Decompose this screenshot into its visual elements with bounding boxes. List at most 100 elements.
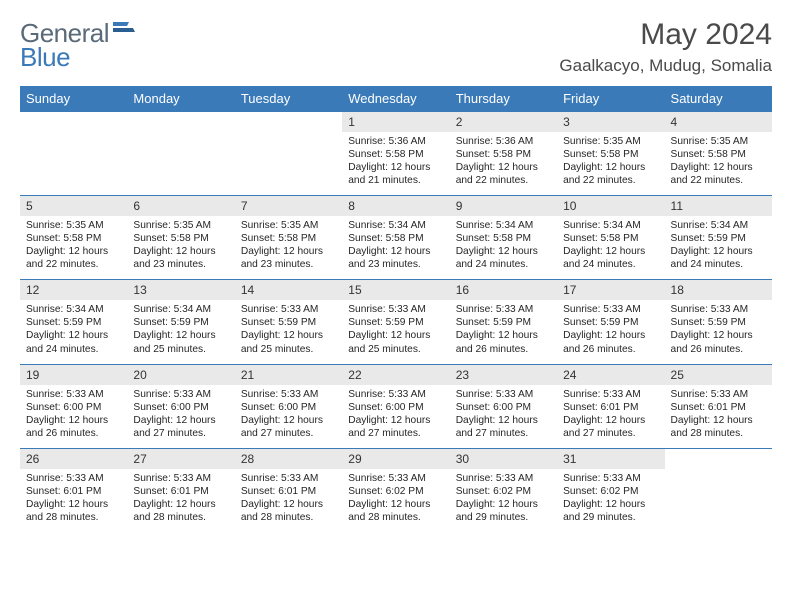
page-header: General May 2024 Gaalkacyo, Mudug, Somal…: [20, 18, 772, 76]
calendar-day-cell: 8Sunrise: 5:34 AMSunset: 5:58 PMDaylight…: [342, 196, 449, 280]
calendar-day-cell: 25Sunrise: 5:33 AMSunset: 6:01 PMDayligh…: [665, 364, 772, 448]
day-number: 7: [235, 196, 342, 216]
day-details: Sunrise: 5:33 AMSunset: 6:00 PMDaylight:…: [127, 385, 234, 448]
day-details: [665, 469, 772, 517]
day-number: 21: [235, 365, 342, 385]
calendar-day-cell: 20Sunrise: 5:33 AMSunset: 6:00 PMDayligh…: [127, 364, 234, 448]
calendar-body: 1Sunrise: 5:36 AMSunset: 5:58 PMDaylight…: [20, 112, 772, 532]
weekday-header: Monday: [127, 86, 234, 112]
day-number: 6: [127, 196, 234, 216]
day-details: Sunrise: 5:33 AMSunset: 6:01 PMDaylight:…: [235, 469, 342, 532]
day-number: 17: [557, 280, 664, 300]
calendar-day-cell: 7Sunrise: 5:35 AMSunset: 5:58 PMDaylight…: [235, 196, 342, 280]
calendar-day-cell: 17Sunrise: 5:33 AMSunset: 5:59 PMDayligh…: [557, 280, 664, 364]
day-details: Sunrise: 5:33 AMSunset: 5:59 PMDaylight:…: [342, 300, 449, 363]
day-details: Sunrise: 5:33 AMSunset: 6:02 PMDaylight:…: [450, 469, 557, 532]
day-details: Sunrise: 5:34 AMSunset: 5:59 PMDaylight:…: [665, 216, 772, 279]
weekday-header-row: Sunday Monday Tuesday Wednesday Thursday…: [20, 86, 772, 112]
day-details: Sunrise: 5:35 AMSunset: 5:58 PMDaylight:…: [20, 216, 127, 279]
day-details: Sunrise: 5:34 AMSunset: 5:59 PMDaylight:…: [127, 300, 234, 363]
day-number: 19: [20, 365, 127, 385]
day-number: 25: [665, 365, 772, 385]
weekday-header: Wednesday: [342, 86, 449, 112]
day-number: 27: [127, 449, 234, 469]
calendar-day-cell: 27Sunrise: 5:33 AMSunset: 6:01 PMDayligh…: [127, 448, 234, 532]
calendar-week-row: 12Sunrise: 5:34 AMSunset: 5:59 PMDayligh…: [20, 280, 772, 364]
calendar-day-cell: 13Sunrise: 5:34 AMSunset: 5:59 PMDayligh…: [127, 280, 234, 364]
day-number: 23: [450, 365, 557, 385]
calendar-day-cell: 2Sunrise: 5:36 AMSunset: 5:58 PMDaylight…: [450, 112, 557, 196]
calendar-week-row: 26Sunrise: 5:33 AMSunset: 6:01 PMDayligh…: [20, 448, 772, 532]
day-details: [127, 132, 234, 180]
calendar-table: Sunday Monday Tuesday Wednesday Thursday…: [20, 86, 772, 532]
calendar-day-cell: [20, 112, 127, 196]
day-number: 15: [342, 280, 449, 300]
calendar-day-cell: 1Sunrise: 5:36 AMSunset: 5:58 PMDaylight…: [342, 112, 449, 196]
calendar-day-cell: 22Sunrise: 5:33 AMSunset: 6:00 PMDayligh…: [342, 364, 449, 448]
title-block: May 2024 Gaalkacyo, Mudug, Somalia: [559, 18, 772, 76]
day-details: Sunrise: 5:35 AMSunset: 5:58 PMDaylight:…: [235, 216, 342, 279]
calendar-day-cell: 16Sunrise: 5:33 AMSunset: 5:59 PMDayligh…: [450, 280, 557, 364]
day-number: [665, 449, 772, 469]
calendar-day-cell: 21Sunrise: 5:33 AMSunset: 6:00 PMDayligh…: [235, 364, 342, 448]
day-number: 9: [450, 196, 557, 216]
day-details: Sunrise: 5:35 AMSunset: 5:58 PMDaylight:…: [127, 216, 234, 279]
calendar-day-cell: 11Sunrise: 5:34 AMSunset: 5:59 PMDayligh…: [665, 196, 772, 280]
day-details: Sunrise: 5:35 AMSunset: 5:58 PMDaylight:…: [665, 132, 772, 195]
day-number: 11: [665, 196, 772, 216]
calendar-day-cell: 23Sunrise: 5:33 AMSunset: 6:00 PMDayligh…: [450, 364, 557, 448]
calendar-day-cell: 26Sunrise: 5:33 AMSunset: 6:01 PMDayligh…: [20, 448, 127, 532]
day-number: 18: [665, 280, 772, 300]
calendar-day-cell: 3Sunrise: 5:35 AMSunset: 5:58 PMDaylight…: [557, 112, 664, 196]
day-details: [235, 132, 342, 180]
day-details: Sunrise: 5:34 AMSunset: 5:58 PMDaylight:…: [557, 216, 664, 279]
calendar-day-cell: 30Sunrise: 5:33 AMSunset: 6:02 PMDayligh…: [450, 448, 557, 532]
calendar-day-cell: [127, 112, 234, 196]
day-number: 26: [20, 449, 127, 469]
logo-text-2: Blue: [20, 42, 70, 73]
day-details: Sunrise: 5:33 AMSunset: 6:01 PMDaylight:…: [557, 385, 664, 448]
day-number: 13: [127, 280, 234, 300]
day-number: 3: [557, 112, 664, 132]
calendar-day-cell: 9Sunrise: 5:34 AMSunset: 5:58 PMDaylight…: [450, 196, 557, 280]
weekday-header: Sunday: [20, 86, 127, 112]
calendar-day-cell: 5Sunrise: 5:35 AMSunset: 5:58 PMDaylight…: [20, 196, 127, 280]
day-details: Sunrise: 5:33 AMSunset: 6:00 PMDaylight:…: [450, 385, 557, 448]
day-number: 28: [235, 449, 342, 469]
calendar-day-cell: [235, 112, 342, 196]
day-number: [235, 112, 342, 132]
day-number: [127, 112, 234, 132]
day-number: 31: [557, 449, 664, 469]
weekday-header: Friday: [557, 86, 664, 112]
calendar-day-cell: 31Sunrise: 5:33 AMSunset: 6:02 PMDayligh…: [557, 448, 664, 532]
calendar-day-cell: 4Sunrise: 5:35 AMSunset: 5:58 PMDaylight…: [665, 112, 772, 196]
day-number: 1: [342, 112, 449, 132]
day-number: [20, 112, 127, 132]
day-details: [20, 132, 127, 180]
calendar-day-cell: 12Sunrise: 5:34 AMSunset: 5:59 PMDayligh…: [20, 280, 127, 364]
day-details: Sunrise: 5:34 AMSunset: 5:58 PMDaylight:…: [450, 216, 557, 279]
calendar-day-cell: 24Sunrise: 5:33 AMSunset: 6:01 PMDayligh…: [557, 364, 664, 448]
weekday-header: Saturday: [665, 86, 772, 112]
day-number: 12: [20, 280, 127, 300]
day-details: Sunrise: 5:34 AMSunset: 5:58 PMDaylight:…: [342, 216, 449, 279]
day-number: 22: [342, 365, 449, 385]
day-details: Sunrise: 5:33 AMSunset: 6:00 PMDaylight:…: [235, 385, 342, 448]
day-number: 2: [450, 112, 557, 132]
day-number: 14: [235, 280, 342, 300]
calendar-day-cell: 29Sunrise: 5:33 AMSunset: 6:02 PMDayligh…: [342, 448, 449, 532]
calendar-week-row: 19Sunrise: 5:33 AMSunset: 6:00 PMDayligh…: [20, 364, 772, 448]
day-details: Sunrise: 5:33 AMSunset: 5:59 PMDaylight:…: [450, 300, 557, 363]
day-details: Sunrise: 5:33 AMSunset: 6:00 PMDaylight:…: [20, 385, 127, 448]
calendar-day-cell: 18Sunrise: 5:33 AMSunset: 5:59 PMDayligh…: [665, 280, 772, 364]
weekday-header: Thursday: [450, 86, 557, 112]
location-subtitle: Gaalkacyo, Mudug, Somalia: [559, 56, 772, 76]
calendar-day-cell: 19Sunrise: 5:33 AMSunset: 6:00 PMDayligh…: [20, 364, 127, 448]
day-details: Sunrise: 5:33 AMSunset: 6:02 PMDaylight:…: [557, 469, 664, 532]
day-number: 5: [20, 196, 127, 216]
day-details: Sunrise: 5:33 AMSunset: 6:01 PMDaylight:…: [127, 469, 234, 532]
day-details: Sunrise: 5:33 AMSunset: 6:01 PMDaylight:…: [20, 469, 127, 532]
day-details: Sunrise: 5:33 AMSunset: 5:59 PMDaylight:…: [235, 300, 342, 363]
day-details: Sunrise: 5:36 AMSunset: 5:58 PMDaylight:…: [450, 132, 557, 195]
day-details: Sunrise: 5:34 AMSunset: 5:59 PMDaylight:…: [20, 300, 127, 363]
